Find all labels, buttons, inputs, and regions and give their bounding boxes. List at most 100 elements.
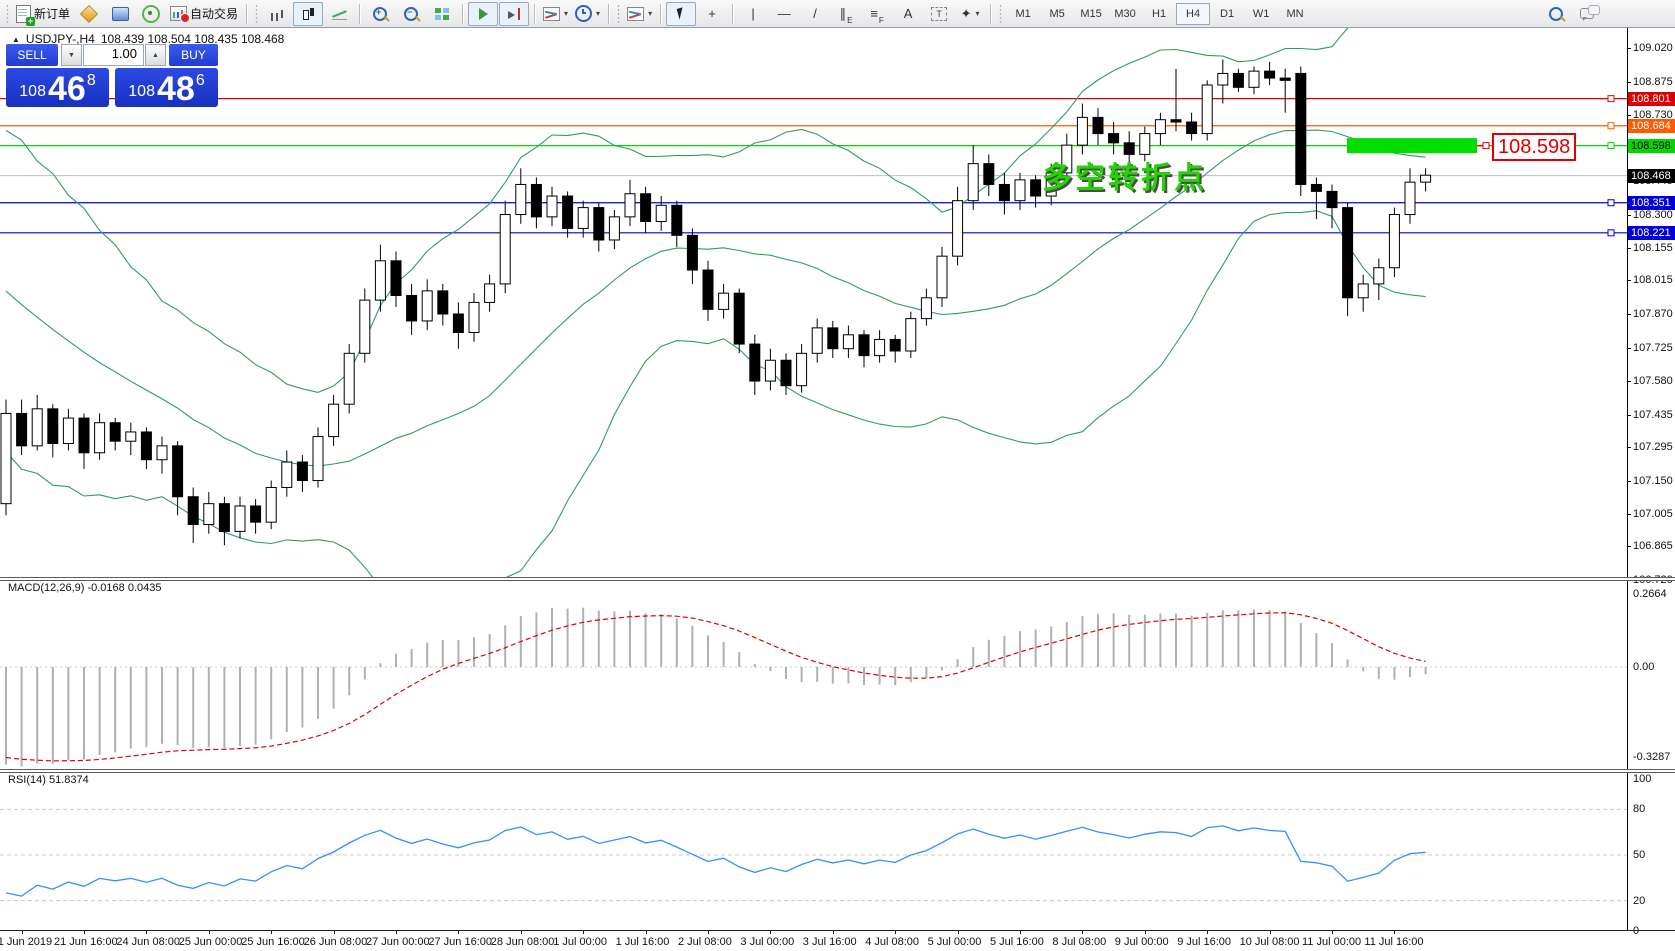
candlestick-chart-button[interactable] [293,1,324,26]
vertical-line-button[interactable]: | [738,2,768,26]
bull-candle [936,255,948,299]
chart-shift-button[interactable] [499,1,530,26]
time-axis-tick [1332,930,1333,934]
hline-handle[interactable] [1607,142,1615,150]
collapse-marker-icon[interactable]: ▲ [12,34,20,44]
bear-candle [998,183,1010,202]
main-price-chart[interactable] [0,28,1627,578]
timeframe-w1-button[interactable]: W1 [1252,7,1270,20]
bull-candle [359,299,371,354]
time-axis-label: 10 Jul 08:00 [1239,936,1300,948]
auto-scroll-button[interactable] [468,1,499,26]
bull-candle [468,301,480,333]
new-order-button[interactable]: + 新订单 [13,2,73,26]
toolbar-grip[interactable] [616,4,622,23]
channel-icon: ∥ [839,6,847,21]
buy-button[interactable]: BUY [169,44,218,66]
price-axis-label: 107.005 [1633,508,1673,521]
channel-button[interactable]: ∥ E [831,2,861,26]
toolbar-grip[interactable] [254,4,260,23]
fibonacci-button[interactable]: ≡ F [862,2,892,26]
highlight-rectangle[interactable] [1347,138,1477,154]
price-axis-label: 108.015 [1633,274,1673,287]
autotrade-button[interactable]: 自动交易 [167,2,241,26]
price-callout-label[interactable]: 108.598 [1492,132,1577,161]
zoom-in-button[interactable]: + [365,2,395,26]
sell-button[interactable]: SELL [6,44,58,66]
timeframe-d1-button[interactable]: D1 [1220,7,1235,20]
bar-chart-icon [270,7,284,21]
volume-down-button[interactable]: ▼ [61,44,82,66]
new-chart-icon [543,6,561,21]
indicators-button[interactable]: ▾ [624,2,655,26]
time-axis-label: 9 Jul 16:00 [1177,936,1232,948]
bear-candle [593,207,605,241]
price-axis-tick [1627,115,1631,117]
callout-anchor-handle[interactable] [1482,142,1490,150]
rsi-axis-label: 20 [1633,894,1646,907]
price-axis-label: 107.870 [1633,307,1673,320]
bar-chart-button[interactable] [262,2,292,26]
time-axis-label: 11 Jul 00:00 [1302,936,1362,948]
hline-handle[interactable] [1607,122,1615,130]
text-label-button[interactable]: T [924,2,954,26]
time-axis-tick [1269,930,1271,934]
text-tool-button[interactable]: A [893,2,923,26]
macd-indicator-pane[interactable] [0,581,1627,769]
time-axis-label: 27 Jun 00:00 [366,936,430,948]
price-axis-label: 106.865 [1633,540,1673,553]
chat-icon [1580,5,1600,21]
signals-icon [142,4,161,23]
line-chart-button[interactable] [324,2,354,26]
timeframe-m15-button[interactable]: M15 [1080,7,1102,20]
new-chart-button[interactable]: ▾ [540,2,571,26]
trendline-button[interactable]: / [800,2,830,26]
hline-handle[interactable] [1607,95,1615,103]
hline-handle[interactable] [1607,229,1615,237]
profiles-button[interactable]: ▾ [572,2,603,26]
volume-input[interactable]: 1.00 [83,44,144,66]
chat-button[interactable] [1572,2,1602,26]
timeframe-group: M1 M5 M15 M30 H1 H4 D1 W1 MN [1006,2,1312,25]
market-watch-button[interactable] [105,2,135,26]
volume-up-button[interactable]: ▲ [145,44,166,66]
metaeditor-button[interactable] [74,2,104,26]
timeframe-m30-button[interactable]: M30 [1114,7,1136,20]
search-button[interactable] [1541,2,1571,26]
bull-candle [624,193,636,218]
bull-candle [328,403,340,438]
chart-symbol-header: ▲ USDJPY-,H4 108.439 108.504 108.435 108… [12,32,284,46]
toolbar-grip[interactable] [998,4,1004,23]
hline-handle[interactable] [1607,199,1615,207]
price-line-badge: 108.684 [1628,118,1675,133]
bull-candle [31,408,43,447]
cursor-button[interactable] [666,1,697,26]
price-axis-tick [1627,280,1631,282]
arrows-button[interactable]: ✦ ▾ [960,6,980,21]
chart-annotation-text[interactable]: 多空转折点 [1042,162,1207,195]
bear-candle [1092,116,1104,135]
pane-separator[interactable] [0,577,1675,581]
crosshair-button[interactable]: + [697,2,727,26]
time-axis-label: 25 Jun 16:00 [241,936,305,948]
timeframe-h1-button[interactable]: H1 [1152,7,1167,20]
pane-separator[interactable] [0,769,1675,773]
buy-price-button[interactable]: 108 48 6 [115,68,218,107]
tile-windows-button[interactable] [427,2,457,26]
zoom-out-button[interactable]: − [396,2,426,26]
sell-price-button[interactable]: 108 46 8 [6,68,109,107]
bear-candle [640,193,652,222]
bear-candle [187,496,199,525]
horizontal-line-button[interactable]: — [769,2,799,26]
bull-candle [811,327,823,354]
toolbar-grip[interactable] [5,4,10,23]
timeframe-m5-button[interactable]: M5 [1049,7,1065,20]
horizontal-line-icon: — [777,6,791,21]
timeframe-m1-button[interactable]: M1 [1015,7,1031,20]
macd-axis-label: -0.3287 [1633,750,1671,763]
signals-button[interactable] [136,2,166,26]
timeframe-h4-button[interactable]: H4 [1176,2,1211,25]
timeframe-mn-button[interactable]: MN [1286,7,1304,20]
rsi-indicator-pane[interactable] [0,772,1627,930]
bull-candle [125,431,137,442]
